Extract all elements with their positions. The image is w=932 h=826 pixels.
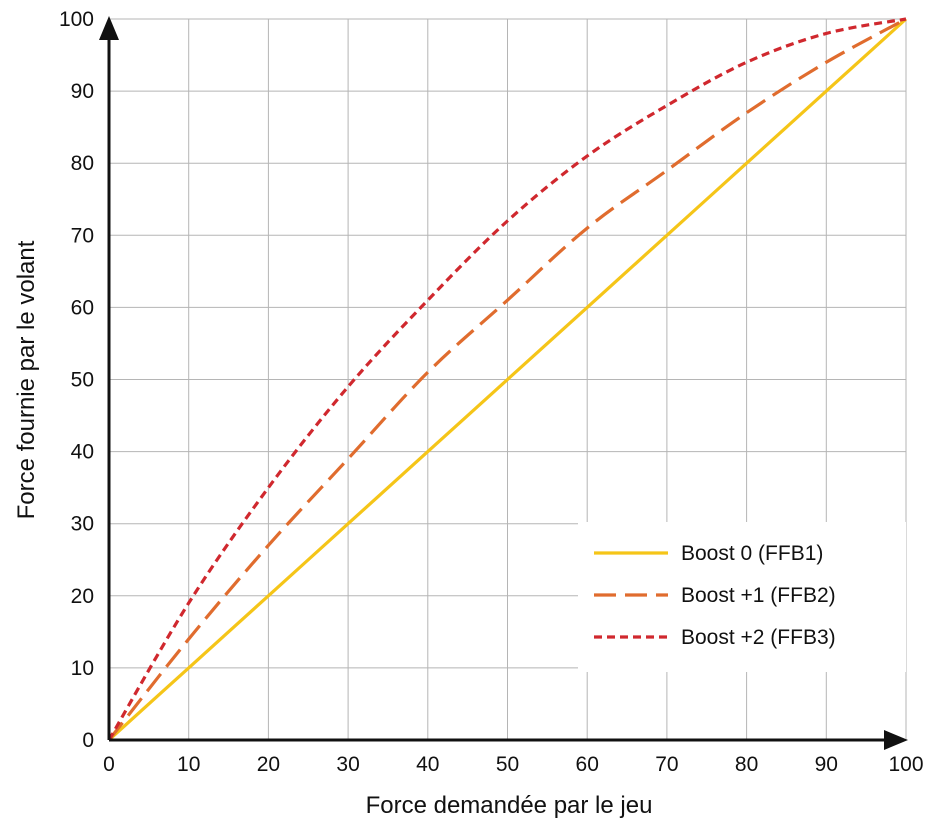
y-tick-label: 70 <box>71 224 94 247</box>
legend-label-2: Boost +1 (FFB2) <box>681 584 836 607</box>
x-tick-label: 20 <box>257 753 280 776</box>
x-tick-label: 70 <box>655 753 678 776</box>
y-tick-label: 90 <box>71 80 94 103</box>
x-tick-label: 40 <box>416 753 439 776</box>
x-axis-arrow <box>884 730 908 750</box>
y-tick-label: 60 <box>71 296 94 319</box>
legend: Boost 0 (FFB1) Boost +1 (FFB2) Boost +2 (F… <box>578 522 906 672</box>
y-tick-label: 0 <box>82 729 94 752</box>
x-tick-label: 10 <box>177 753 200 776</box>
x-tick-label: 60 <box>576 753 599 776</box>
y-tick-label: 10 <box>71 657 94 680</box>
y-tick-label: 100 <box>59 8 94 31</box>
y-axis-arrow <box>99 16 119 40</box>
x-tick-label: 0 <box>103 753 115 776</box>
axes <box>99 16 908 750</box>
y-tick-label: 80 <box>71 152 94 175</box>
series-line-3 <box>107 17 907 741</box>
legend-label-1: Boost 0 (FFB1) <box>681 542 823 565</box>
x-tick-label: 50 <box>496 753 519 776</box>
y-tick-label: 50 <box>71 369 94 392</box>
y-tick-label: 20 <box>71 585 94 608</box>
x-tick-label: 100 <box>888 753 923 776</box>
x-tick-label: 30 <box>336 753 359 776</box>
series-line-2 <box>107 17 907 741</box>
y-tick-label: 40 <box>71 441 94 464</box>
x-tick-label: 80 <box>735 753 758 776</box>
x-tick-label: 90 <box>815 753 838 776</box>
x-axis-title: Force demandée par le jeu <box>366 792 653 819</box>
legend-box <box>578 522 906 672</box>
legend-label-3: Boost +2 (FFB3) <box>681 626 836 649</box>
series-layer <box>107 17 908 742</box>
series-line-1 <box>107 17 908 742</box>
y-axis-title: Force fournie par le volant <box>13 240 40 519</box>
tick-labels: 0 10 20 30 40 50 60 70 80 90 100 0 10 20 30 40 50 60 70 80 9… <box>59 8 924 776</box>
y-tick-label: 30 <box>71 513 94 536</box>
